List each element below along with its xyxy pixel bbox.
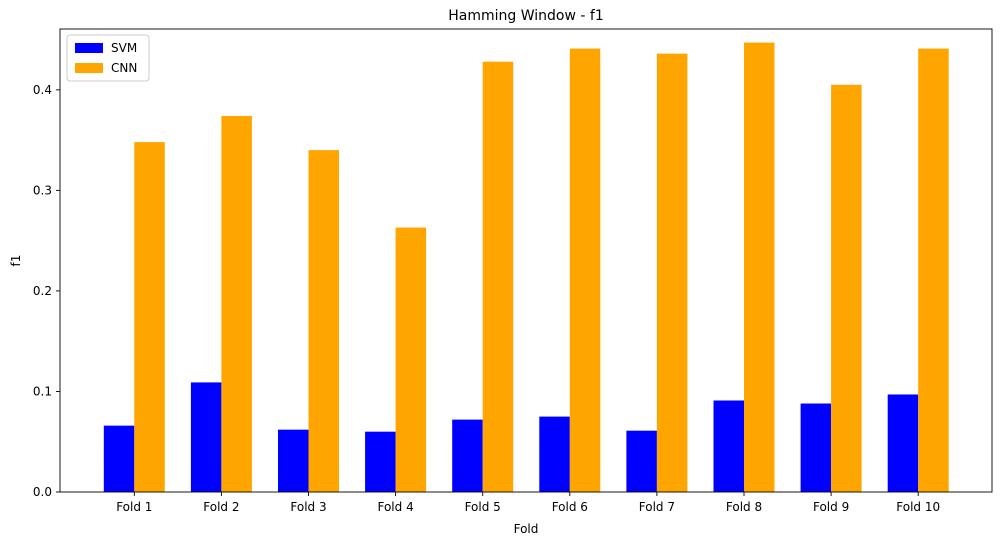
- x-tick-label: Fold 1: [116, 500, 152, 514]
- x-tick-label: Fold 7: [639, 500, 675, 514]
- y-tick-label: 0.1: [33, 384, 52, 398]
- x-tick-label: Fold 6: [552, 500, 588, 514]
- bar-svm-10: [887, 394, 919, 492]
- bar-svm-2: [190, 382, 222, 492]
- bar-cnn-5: [482, 61, 514, 492]
- bar-svm-9: [800, 403, 832, 492]
- y-ticks: 0.0 0.1 0.2 0.3 0.4: [33, 83, 60, 499]
- x-tick-label: Fold 10: [896, 500, 940, 514]
- bar-svm-6: [539, 416, 570, 492]
- x-tick-label: Fold 9: [813, 500, 849, 514]
- bar-cnn-9: [831, 84, 862, 492]
- legend-label-svm: SVM: [111, 41, 137, 55]
- x-tick-label: Fold 4: [377, 500, 413, 514]
- legend-label-cnn: CNN: [111, 61, 137, 75]
- bar-cnn-2: [221, 115, 252, 492]
- x-axis-label: Fold: [514, 522, 539, 536]
- bar-cnn-1: [134, 142, 165, 492]
- legend-swatch-cnn: [75, 63, 103, 73]
- bar-cnn-8: [744, 42, 775, 492]
- bar-cnn-3: [308, 150, 339, 492]
- x-tick-label: Fold 3: [290, 500, 326, 514]
- bar-svm-3: [278, 429, 309, 492]
- y-axis-label: f1: [9, 255, 23, 267]
- legend-swatch-svm: [75, 43, 103, 53]
- plot-frame: [59, 28, 993, 493]
- x-tick-label: Fold 2: [203, 500, 239, 514]
- y-tick-label: 0.2: [33, 284, 52, 298]
- bar-svm-5: [452, 419, 483, 492]
- bar-cnn-4: [395, 227, 427, 492]
- bar-cnn-7: [656, 53, 688, 493]
- y-tick-label: 0.4: [33, 83, 52, 97]
- bar-cnn-10: [918, 48, 949, 492]
- bar-cnn-6: [569, 48, 601, 492]
- y-tick-label: 0.0: [33, 485, 52, 499]
- x-tick-label: Fold 5: [465, 500, 501, 514]
- chart-title: Hamming Window - f1: [448, 8, 603, 24]
- bars: [103, 42, 949, 493]
- axes: [59, 28, 993, 493]
- x-tick-label: Fold 8: [726, 500, 762, 514]
- bar-svm-8: [713, 400, 744, 492]
- legend: SVM CNN: [66, 34, 150, 82]
- bar-svm-4: [365, 431, 396, 492]
- bar-svm-7: [626, 430, 657, 492]
- x-ticks: Fold 1 Fold 2 Fold 3 Fold 4 Fold 5 Fold 6 Fold…: [116, 492, 940, 514]
- bar-svm-1: [103, 425, 135, 492]
- y-tick-label: 0.3: [33, 183, 52, 197]
